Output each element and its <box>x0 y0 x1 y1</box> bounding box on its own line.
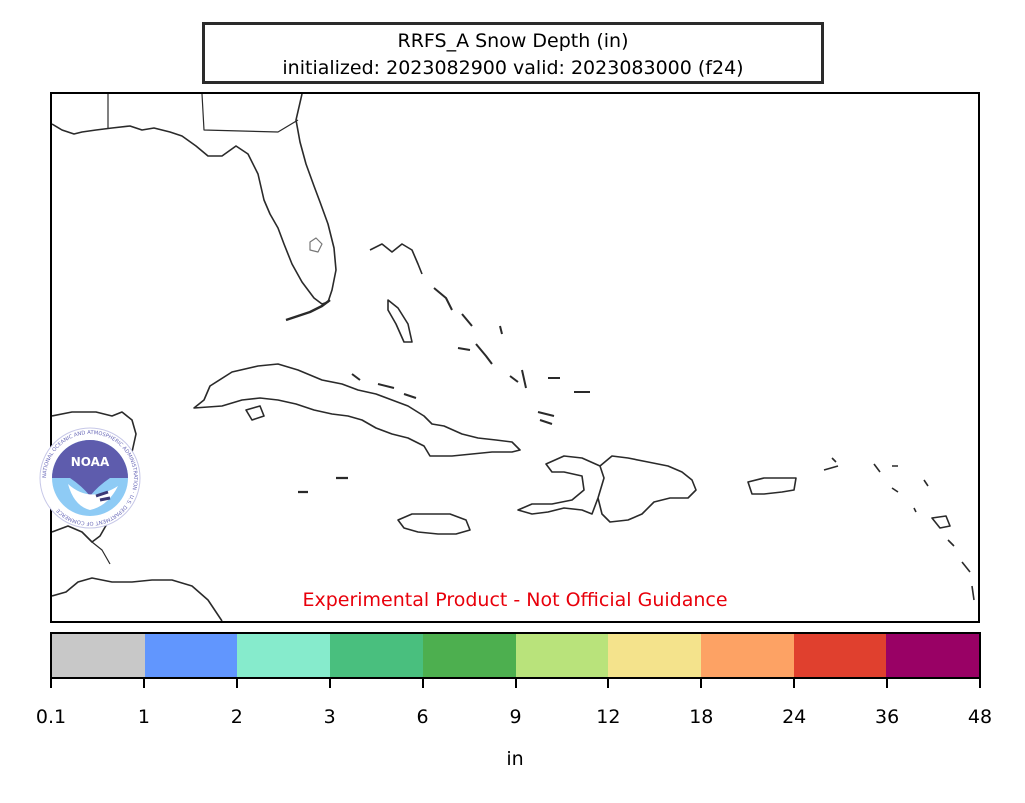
noaa-logo-icon: NOAA NATIONAL OCEANIC AND ATMOSPHERIC AD… <box>39 427 141 529</box>
colorbar-segment-1 <box>144 634 238 677</box>
colorbar-tick-mark <box>979 679 981 688</box>
colorbar-tick-mark <box>886 679 889 688</box>
map-panel: Experimental Product - Not Official Guid… <box>50 92 980 623</box>
jamaica-outline <box>397 513 471 535</box>
colorbar-segment-3 <box>330 634 423 677</box>
central-america-outline <box>52 577 223 621</box>
bahamas-grand <box>369 243 423 275</box>
colorbar-tick-mark <box>793 679 796 688</box>
cuba-north-cays <box>351 373 417 399</box>
colorbar-segment-4 <box>422 634 516 677</box>
colorbar-tick-label: 9 <box>509 706 522 728</box>
colorbar-tick-label: 24 <box>782 706 807 728</box>
cuba-outline <box>193 363 521 457</box>
colorbar-tick-mark <box>50 679 52 688</box>
colorbar-tick-mark <box>421 679 424 688</box>
snow-depth-colorbar <box>50 632 981 679</box>
colorbar-tick-label: 12 <box>596 706 621 728</box>
disclaimer-text: Experimental Product - Not Official Guid… <box>302 589 728 611</box>
colorbar-segment-8 <box>793 634 887 677</box>
noaa-logo-text: NOAA <box>71 455 110 469</box>
mexico-inland-border <box>91 541 111 565</box>
colorbar-tick-mark <box>514 679 517 688</box>
colorbar-segment-2 <box>237 634 331 677</box>
colorbar-segment-9 <box>886 634 980 677</box>
colorbar-tick-label: 48 <box>967 706 993 728</box>
puerto-rico-outline <box>747 477 797 495</box>
colorbar-tick-label: 3 <box>323 706 336 728</box>
colorbar-segment-7 <box>700 634 794 677</box>
colorbar-tick-mark <box>235 679 238 688</box>
hispaniola-outline <box>517 455 697 523</box>
florida-keys <box>285 299 331 322</box>
colorbar-segment-5 <box>515 634 609 677</box>
colorbar-tick-label: 36 <box>875 706 900 728</box>
colorbar-unit-label: in <box>506 748 524 770</box>
coastline-map <box>52 94 975 621</box>
bahamas-andros <box>387 299 413 343</box>
colorbar-tick-label: 0.1 <box>35 706 67 728</box>
cayman-islands <box>298 476 348 494</box>
lake-okeechobee <box>309 237 323 253</box>
isle-of-youth <box>245 405 265 421</box>
colorbar-tick-mark <box>142 679 145 688</box>
colorbar-tick-label: 1 <box>137 706 150 728</box>
colorbar-tick-mark <box>607 679 610 688</box>
small-islands <box>823 457 975 601</box>
state-border-ga <box>201 94 299 133</box>
title-line-2: initialized: 2023082900 valid: 202308300… <box>282 57 744 79</box>
gulf-coast-outline <box>52 94 337 305</box>
colorbar-tick-label: 6 <box>416 706 429 728</box>
title-line-1: RRFS_A Snow Depth (in) <box>397 30 629 52</box>
colorbar-segment-6 <box>608 634 701 677</box>
bahamas-islands <box>433 287 590 425</box>
map-title: RRFS_A Snow Depth (in) initialized: 2023… <box>202 22 824 84</box>
colorbar-tick-label: 18 <box>689 706 714 728</box>
colorbar-segment-0 <box>52 634 145 677</box>
colorbar-tick-label: 2 <box>230 706 243 728</box>
colorbar-tick-mark <box>328 679 331 688</box>
colorbar-tick-mark <box>700 679 703 688</box>
